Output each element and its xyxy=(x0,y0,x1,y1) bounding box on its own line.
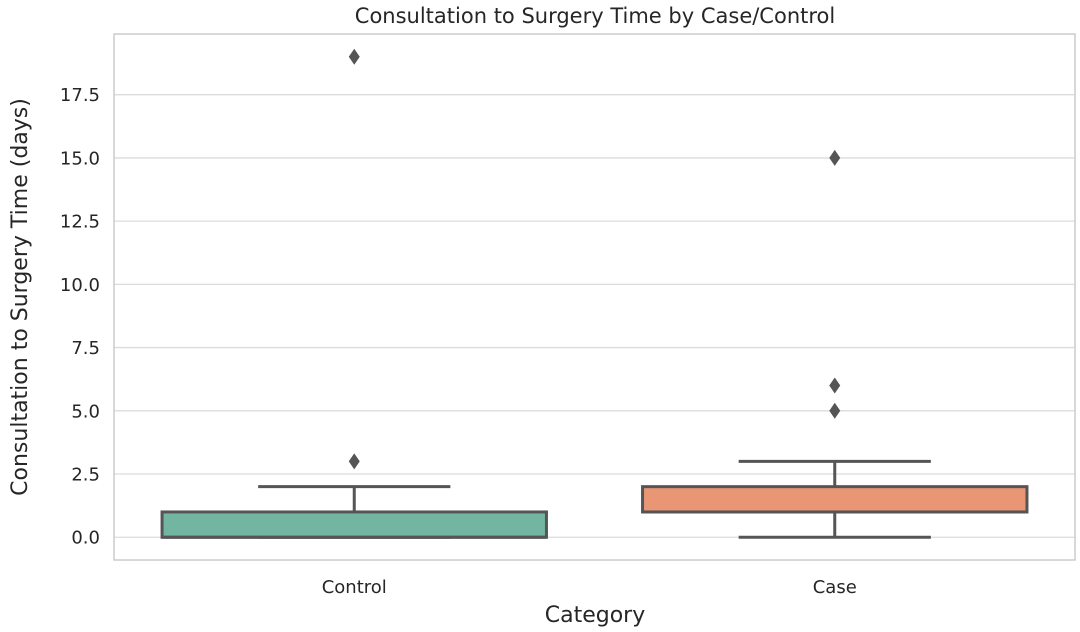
x-tick-labels: Control Case xyxy=(322,577,857,598)
outlier-point xyxy=(829,402,841,419)
outlier-point xyxy=(829,149,841,166)
outlier-point xyxy=(348,453,360,470)
y-tick-label: 2.5 xyxy=(71,465,100,486)
y-tick-label: 0.0 xyxy=(71,528,100,549)
box-control xyxy=(160,48,548,539)
x-tick-label: Case xyxy=(813,577,857,598)
outlier-point xyxy=(348,48,360,65)
x-axis-label: Category xyxy=(545,603,646,628)
y-tick-label: 17.5 xyxy=(60,85,100,106)
outlier-point xyxy=(829,377,841,394)
y-tick-label: 15.0 xyxy=(60,148,100,169)
chart-title: Consultation to Surgery Time by Case/Con… xyxy=(355,4,835,28)
y-tick-label: 5.0 xyxy=(71,401,100,422)
y-tick-labels: 0.0 2.5 5.0 7.5 10.0 12.5 15.0 17.5 xyxy=(60,85,100,549)
y-axis-label: Consultation to Surgery Time (days) xyxy=(8,98,33,496)
iqr-box xyxy=(641,485,1029,514)
plot-frame xyxy=(113,33,1076,561)
y-tick-label: 12.5 xyxy=(60,212,100,233)
iqr-box xyxy=(160,510,548,539)
y-tick-label: 7.5 xyxy=(71,338,100,359)
grid-lines xyxy=(114,94,1075,538)
y-tick-label: 10.0 xyxy=(60,275,100,296)
x-tick-label: Control xyxy=(322,577,387,598)
box-case xyxy=(641,149,1029,539)
boxes xyxy=(160,48,1029,539)
